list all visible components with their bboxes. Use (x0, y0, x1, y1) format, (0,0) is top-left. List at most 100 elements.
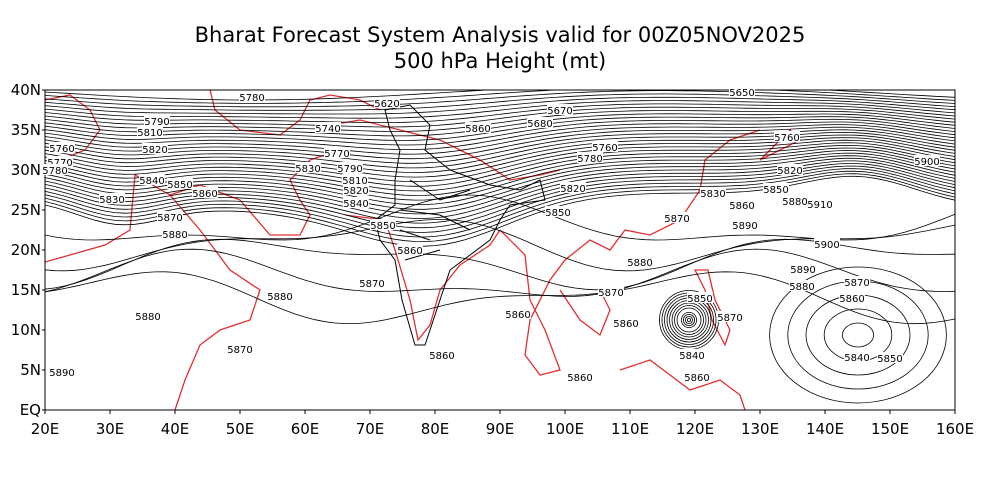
contour-label: 5880 (782, 197, 807, 208)
label-bg (547, 104, 573, 115)
contour-label: 5650 (729, 88, 754, 99)
contour-line (44, 106, 956, 128)
contour-label: 5900 (814, 240, 839, 251)
label-bg (664, 212, 690, 223)
label-bg (807, 198, 833, 209)
contour-line (44, 165, 956, 229)
contour-label: 5770 (47, 158, 72, 169)
label-bg (684, 371, 710, 382)
contour-label: 5890 (49, 368, 74, 379)
contour-label: 5840 (679, 351, 704, 362)
label-bg (598, 286, 624, 297)
label-bg (227, 343, 253, 354)
longitude-label: 50E (226, 420, 255, 438)
contour-line (44, 248, 956, 297)
contour-label: 5820 (777, 166, 802, 177)
longitude-label: 100E (546, 420, 584, 438)
label-bg (192, 187, 218, 198)
longitude-label: 120E (676, 420, 714, 438)
label-bg (135, 310, 161, 321)
cyclone-contour (687, 317, 692, 322)
contour-line (44, 103, 956, 123)
contour-label: 5810 (342, 176, 367, 187)
cyclone-contour (681, 311, 698, 328)
contour-label: 5870 (227, 345, 252, 356)
contour-line (44, 90, 956, 108)
label-bg (844, 351, 870, 362)
label-bg (914, 155, 940, 166)
latitude-label: EQ (20, 401, 41, 419)
label-bg (267, 290, 293, 301)
contour-label: 5760 (592, 143, 617, 154)
contour-label: 5850 (370, 221, 395, 232)
label-bg (774, 131, 800, 142)
label-bg (144, 115, 170, 126)
longitude-label: 90E (486, 420, 515, 438)
label-bg (167, 178, 193, 189)
contour-label: 5770 (324, 149, 349, 160)
contour-line (44, 118, 956, 146)
contour-label: 5830 (700, 189, 725, 200)
cyclone-contour (683, 313, 696, 326)
contour-label: 5880 (267, 292, 292, 303)
longitude-label: 30E (96, 420, 125, 438)
contour-line (44, 131, 956, 169)
contour-label: 5840 (343, 199, 368, 210)
contour-label: 5790 (337, 164, 362, 175)
label-bg (429, 349, 455, 360)
contour-line (44, 144, 956, 192)
contour-label: 5860 (429, 351, 454, 362)
contour-line (44, 116, 956, 141)
label-bg (42, 164, 68, 175)
label-bg (613, 317, 639, 328)
label-bg (343, 197, 369, 208)
contour-line (44, 175, 956, 247)
contour-label: 5840 (844, 353, 869, 364)
contour-label: 5910 (807, 200, 832, 211)
contour-line (44, 150, 956, 201)
contour-line (44, 134, 956, 173)
label-bg (162, 228, 188, 239)
label-bg (239, 91, 265, 102)
contour-line (44, 124, 956, 155)
subtitle: 500 hPa Height (mt) (394, 49, 607, 73)
contour-line (44, 170, 956, 238)
label-bg (567, 371, 593, 382)
label-bg (315, 122, 341, 133)
label-bg (687, 292, 713, 303)
contour-label: 5860 (192, 189, 217, 200)
contour-line (44, 113, 956, 137)
contour-label: 5880 (162, 230, 187, 241)
contour-label: 5780 (577, 154, 602, 165)
longitude-label: 140E (806, 420, 844, 438)
cyclone-contour (669, 300, 709, 340)
contour-label: 5830 (99, 195, 124, 206)
contour-label: 5760 (49, 144, 74, 155)
contour-line (44, 219, 956, 272)
contour-line (44, 89, 956, 104)
label-bg (295, 162, 321, 173)
contour-label: 5860 (465, 124, 490, 135)
contour-label: 5740 (315, 124, 340, 135)
contour-line (44, 147, 956, 196)
latitude-label: 25N (11, 201, 41, 219)
contour-line (44, 238, 956, 291)
label-bg (343, 184, 369, 195)
coastline (619, 359, 746, 411)
contour-label: 5810 (137, 128, 162, 139)
label-bg (49, 366, 75, 377)
label-bg (342, 174, 368, 185)
contour-label: 5820 (142, 145, 167, 156)
label-bg (142, 143, 168, 154)
contour-line (44, 271, 956, 325)
contour-label: 5870 (359, 279, 384, 290)
contour-label: 5850 (877, 354, 902, 365)
coastline (344, 214, 501, 342)
contour-label: 5890 (732, 221, 757, 232)
label-bg (527, 117, 553, 128)
contour-label: 5680 (527, 119, 552, 130)
latitude-label: 30N (11, 161, 41, 179)
label-bg (839, 292, 865, 303)
contour-label: 5760 (774, 133, 799, 144)
